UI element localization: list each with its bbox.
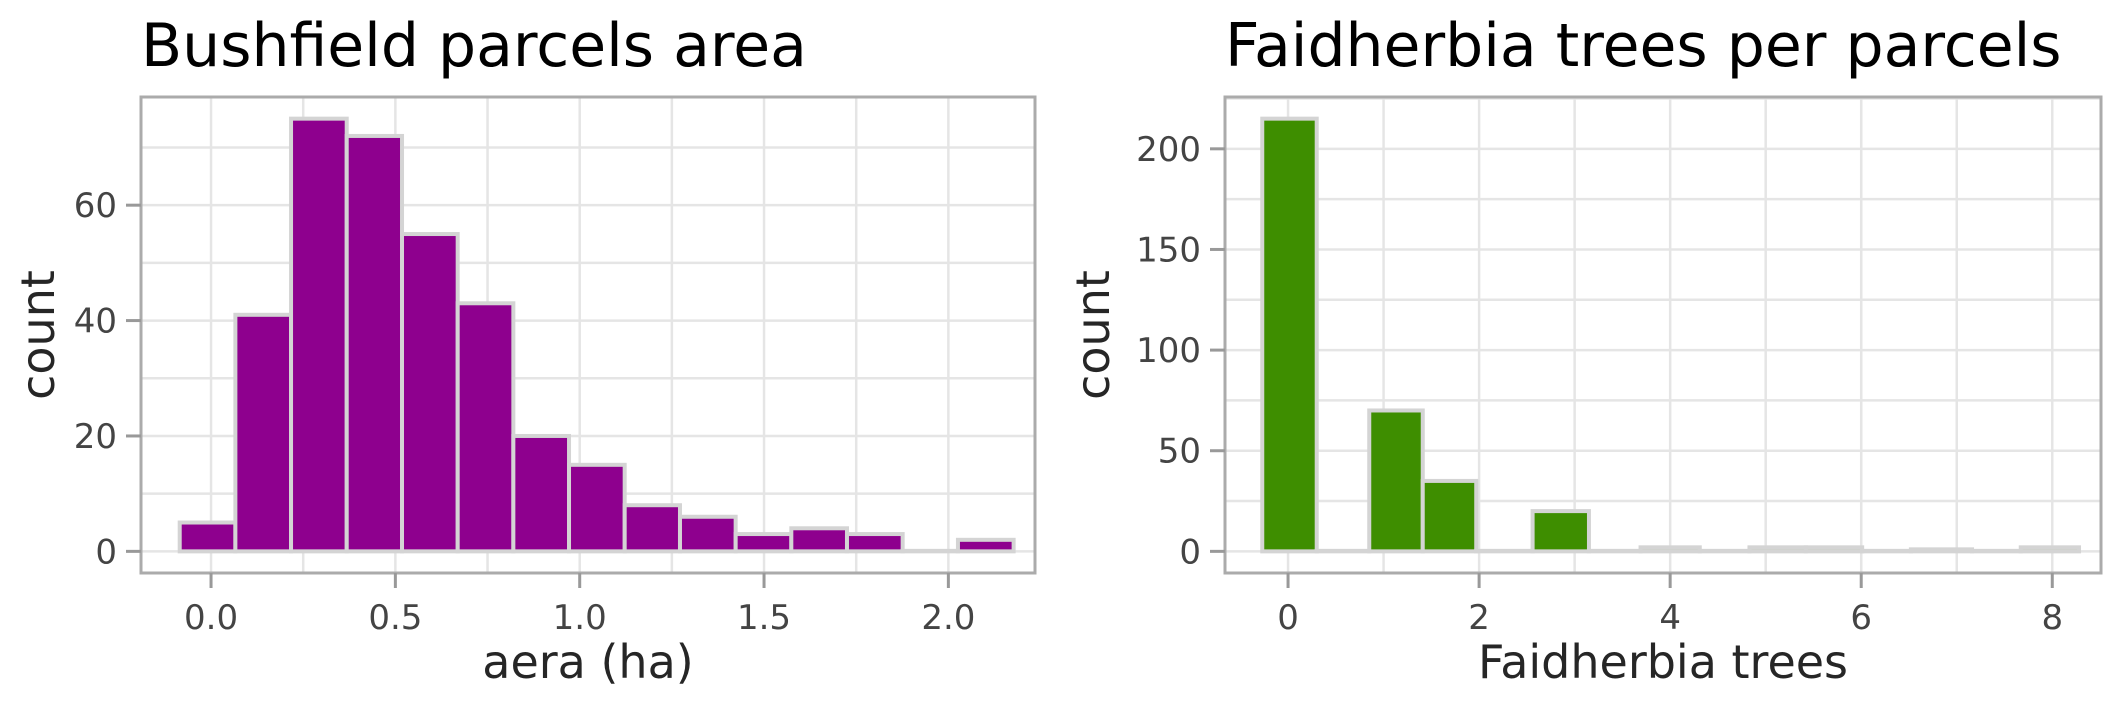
histogram-bar xyxy=(2018,545,2082,554)
histogram-bar xyxy=(1260,116,1319,554)
histogram-bar xyxy=(1747,545,1808,554)
histogram-bar xyxy=(400,232,460,554)
histogram-bar xyxy=(177,520,238,554)
histogram-bar xyxy=(844,532,905,554)
histogram-bar xyxy=(955,537,1016,554)
axes-spines xyxy=(1223,95,2103,575)
y-tick-label: 0 xyxy=(1179,532,1201,572)
x-axis-label: Faidherbia trees xyxy=(1477,635,1849,689)
y-tick-label: 60 xyxy=(74,186,117,226)
histogram-bar xyxy=(622,503,682,554)
x-tick-label: 0.0 xyxy=(184,598,238,638)
histogram-bar xyxy=(1474,548,1535,554)
y-tick-label: 40 xyxy=(74,302,117,342)
histogram-plot-area: 0.0 0.5 1.0 1.5 2.0 0 20 40 60 xyxy=(74,95,1037,638)
x-tick-label: 1.0 xyxy=(553,598,607,638)
histogram-bar xyxy=(900,548,960,554)
histogram-bar xyxy=(344,133,405,554)
histogram-bar xyxy=(1314,548,1372,554)
x-tick-label: 0 xyxy=(1277,598,1299,638)
histogram-bar xyxy=(289,116,349,554)
chart-title: Bushfield parcels area xyxy=(141,11,807,81)
x-tick-label: 2 xyxy=(1468,598,1490,638)
histogram-bar xyxy=(1638,545,1702,554)
axes-spines xyxy=(139,95,1037,575)
histogram-bar xyxy=(1530,509,1591,554)
y-tick-label: 200 xyxy=(1136,130,1201,170)
histogram-bar xyxy=(1803,545,1865,554)
histogram-bar xyxy=(677,514,738,554)
histogram-bar xyxy=(1860,548,1913,554)
x-tick-label: 1.5 xyxy=(737,598,791,638)
histogram-bar xyxy=(1367,408,1425,554)
histogram-bar xyxy=(733,532,794,554)
histogram-plot-area: 0 2 4 6 8 0 50 100 150 200 xyxy=(1136,95,2103,638)
y-tick-label: 100 xyxy=(1136,331,1201,371)
y-tick-label: 150 xyxy=(1136,230,1201,270)
histogram-bar xyxy=(1420,478,1479,554)
x-tick-label: 4 xyxy=(1659,598,1681,638)
histogram-bar xyxy=(1970,548,2023,554)
x-axis-label: aera (ha) xyxy=(482,635,694,689)
chart-title: Faidherbia trees per parcels xyxy=(1225,11,2062,81)
histogram-bar xyxy=(1908,547,1975,554)
y-tick-label: 50 xyxy=(1158,432,1201,472)
histogram-bar xyxy=(455,301,516,554)
x-tick-label: 0.5 xyxy=(368,598,422,638)
histogram-bar xyxy=(511,433,572,554)
x-tick-label: 2.0 xyxy=(921,598,975,638)
x-tick-label: 8 xyxy=(2041,598,2063,638)
histogram-bar xyxy=(1586,548,1643,554)
histogram-bar xyxy=(567,462,627,554)
histogram-bar xyxy=(1697,548,1752,554)
x-tick-label: 6 xyxy=(1850,598,1872,638)
subplot-bushfield-area: Bushfield parcels area count 0.0 0.5 1.0 1.… xyxy=(0,0,1062,708)
histogram-bar xyxy=(233,312,294,554)
histogram-bar xyxy=(789,526,849,554)
y-tick-label: 0 xyxy=(95,532,117,572)
y-tick-label: 20 xyxy=(74,417,117,457)
